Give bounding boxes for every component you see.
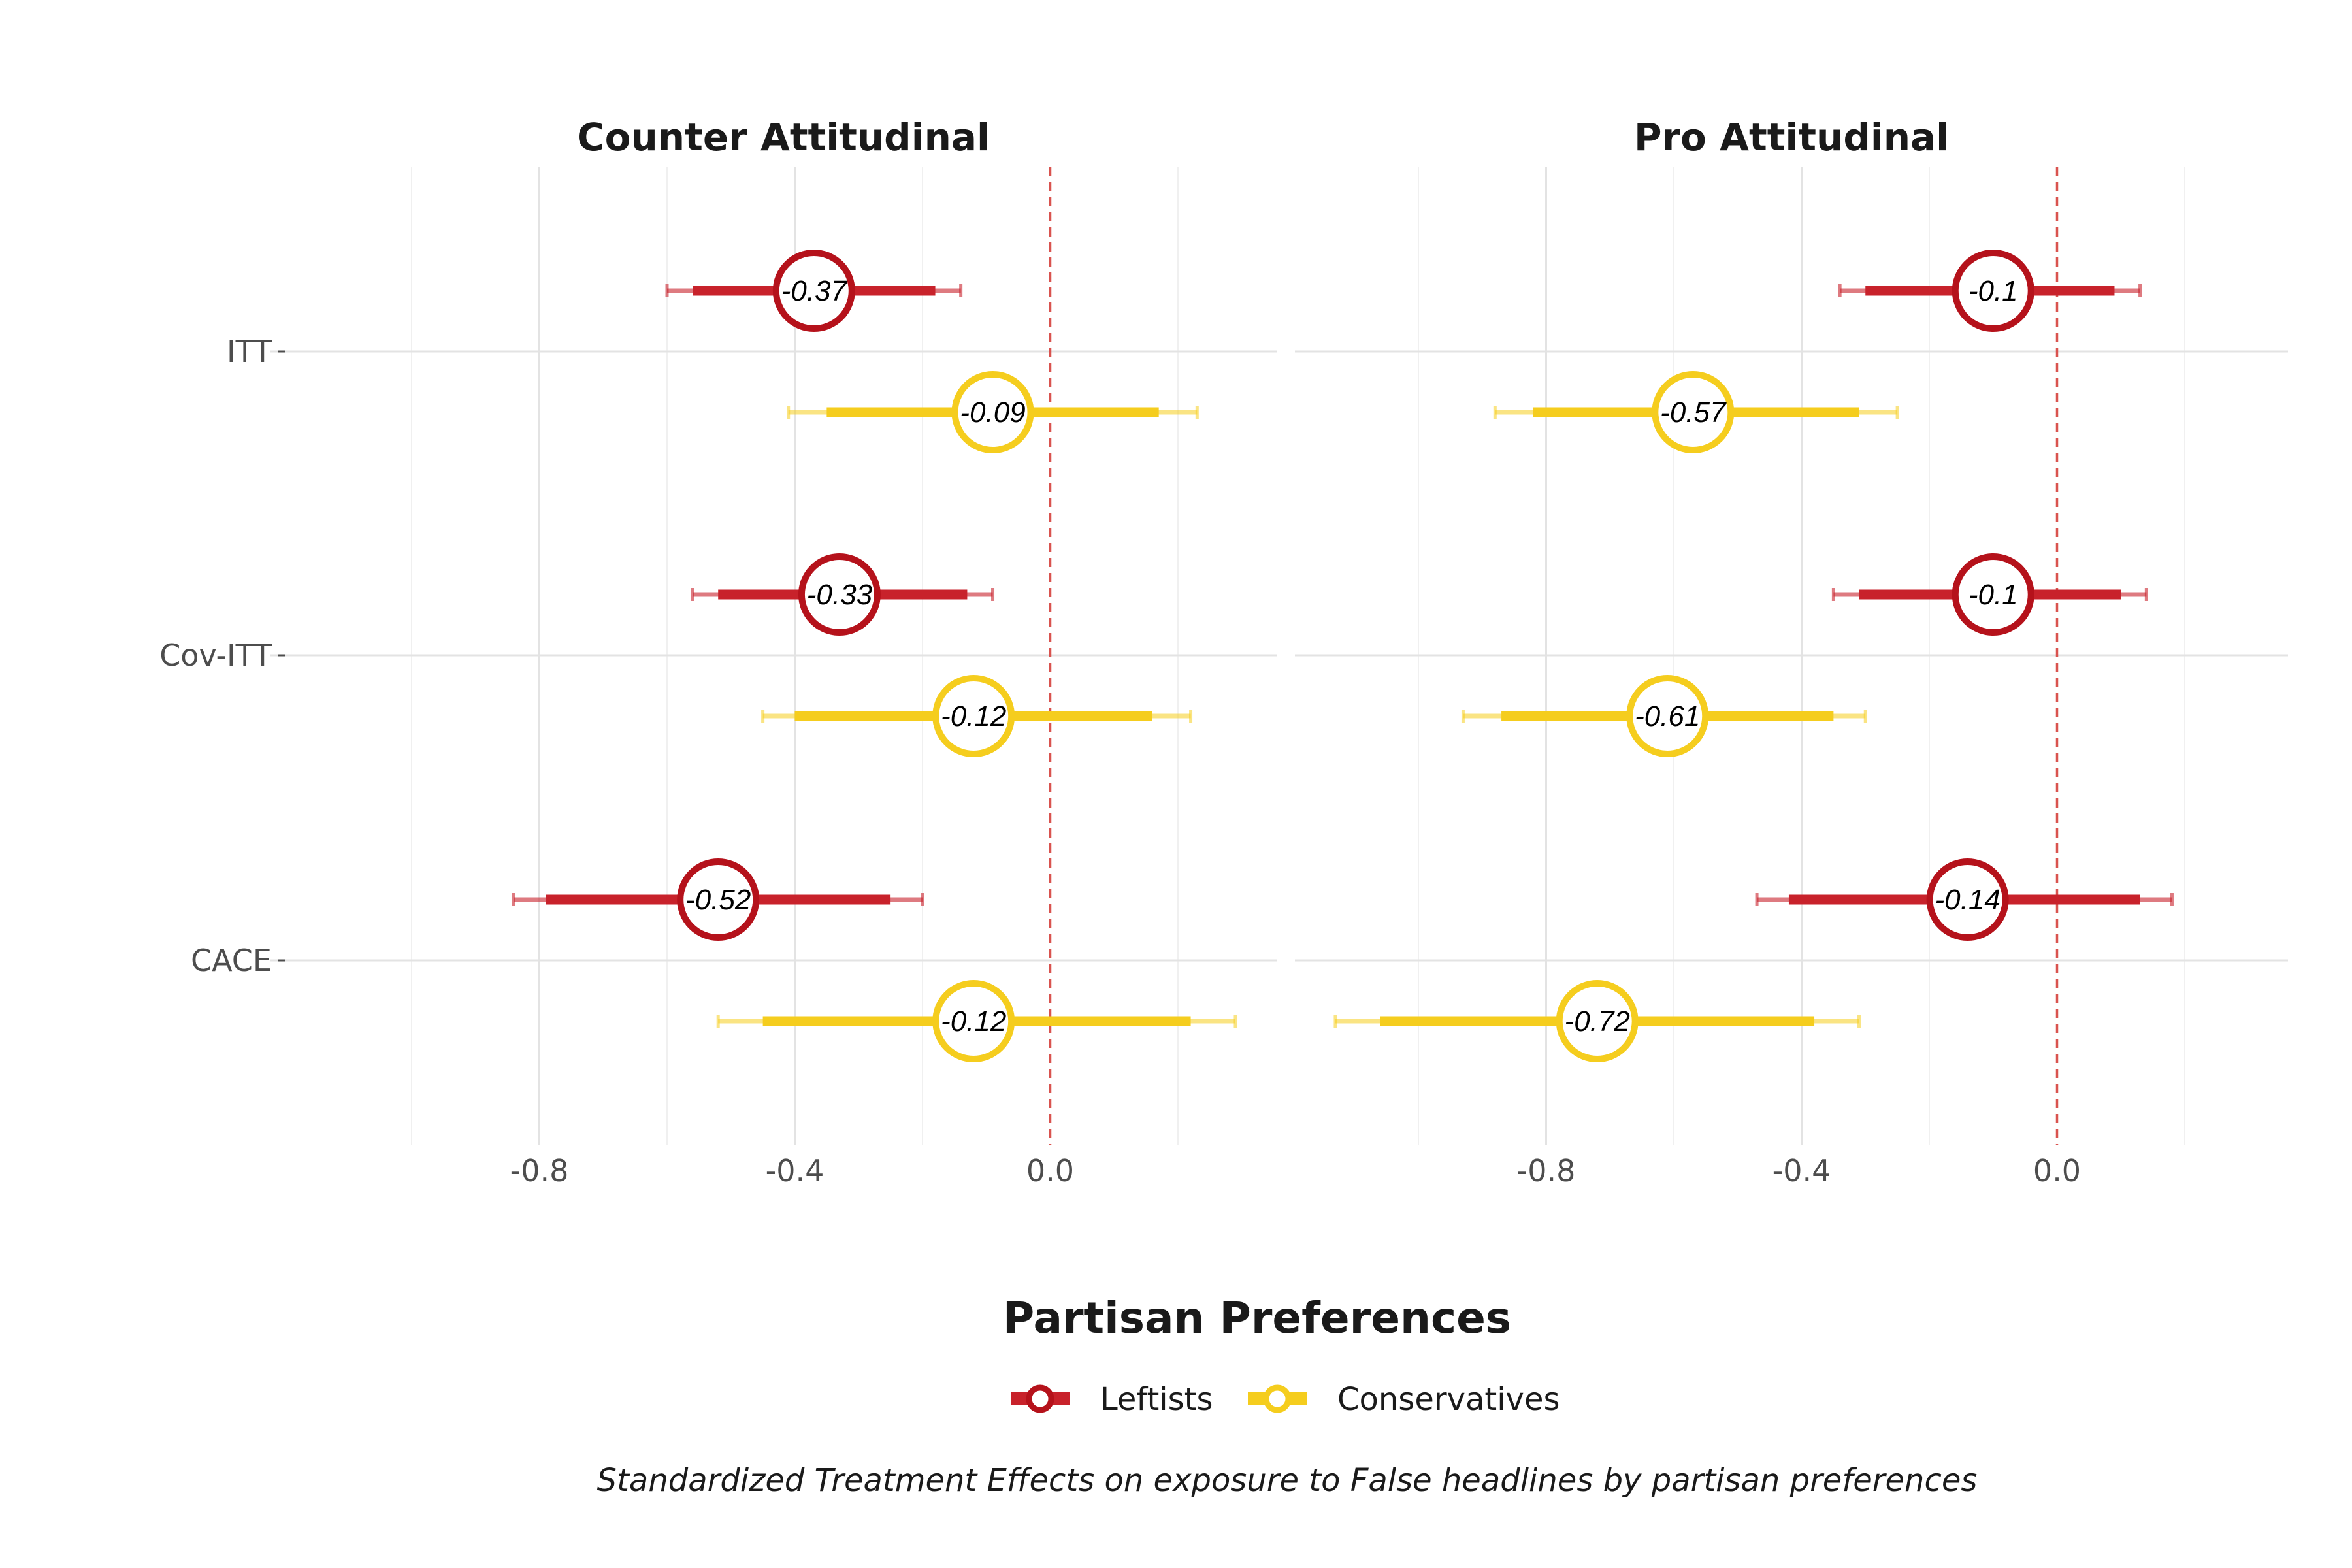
point-estimate-label: -0.33 bbox=[807, 579, 873, 611]
estimate-marker: -0.52 bbox=[512, 858, 924, 941]
estimate-marker: -0.14 bbox=[1755, 858, 2174, 941]
estimate-marker: -0.57 bbox=[1493, 371, 1899, 453]
panel-title-pro-attitudinal: Pro Attitudinal bbox=[1634, 115, 1949, 159]
point-estimate-circle bbox=[772, 250, 855, 332]
estimate-marker: -0.72 bbox=[1333, 980, 1861, 1062]
legend-items: Leftists Conservatives bbox=[1011, 1381, 1560, 1418]
x-tick-label: 0.0 bbox=[1026, 1153, 1074, 1188]
point-estimate-label: -0.52 bbox=[685, 884, 751, 916]
point-estimate-circle bbox=[1652, 371, 1735, 453]
legend-key-circle bbox=[1263, 1384, 1292, 1413]
estimate-marker: -0.09 bbox=[787, 371, 1199, 453]
point-estimate-circle bbox=[932, 675, 1015, 757]
point-estimate-circle bbox=[1556, 980, 1639, 1062]
x-tick-label: -0.8 bbox=[1517, 1153, 1576, 1188]
y-tick-label: ITT bbox=[227, 334, 272, 369]
chart-caption: Standardized Treatment Effects on exposu… bbox=[597, 1462, 1978, 1499]
estimate-marker: -0.33 bbox=[691, 553, 995, 636]
point-estimate-label: -0.14 bbox=[1935, 884, 2001, 916]
legend-title: Partisan Preferences bbox=[1003, 1293, 1511, 1343]
gridlines bbox=[1295, 167, 2288, 1145]
point-estimate-label: -0.57 bbox=[1660, 397, 1727, 429]
panel-title-counter-attitudinal: Counter Attitudinal bbox=[577, 115, 990, 159]
estimate-marker: -0.12 bbox=[716, 980, 1237, 1062]
x-tick-label: -0.4 bbox=[1772, 1153, 1831, 1188]
data-marks: -0.37 -0.33 -0.52 -0.09 -0.12 -0.12 bbox=[512, 250, 1237, 1062]
legend-item: Conservatives bbox=[1248, 1381, 1560, 1418]
gridlines bbox=[270, 167, 1277, 1145]
y-tick-label: CACE bbox=[191, 943, 272, 978]
x-axis-tick-labels: -0.8 -0.4 0.0 bbox=[1517, 1153, 2081, 1188]
point-estimate-circle bbox=[1626, 675, 1709, 757]
estimate-marker: -0.12 bbox=[761, 675, 1193, 757]
point-estimate-circle bbox=[932, 980, 1015, 1062]
point-estimate-label: -0.12 bbox=[941, 700, 1006, 732]
legend-label: Leftists bbox=[1100, 1381, 1213, 1418]
point-estimate-label: -0.1 bbox=[1968, 579, 2018, 611]
y-axis: ITT Cov-ITT CACE bbox=[159, 334, 285, 978]
point-estimate-circle bbox=[1926, 858, 2009, 941]
estimate-marker: -0.61 bbox=[1461, 675, 1867, 757]
x-tick-label: 0.0 bbox=[2033, 1153, 2081, 1188]
point-estimate-label: -0.61 bbox=[1635, 700, 1700, 732]
point-estimate-label: -0.72 bbox=[1565, 1005, 1630, 1037]
point-estimate-circle bbox=[677, 858, 760, 941]
legend-item: Leftists bbox=[1011, 1381, 1213, 1418]
point-estimate-label: -0.1 bbox=[1968, 275, 2018, 307]
x-axis-tick-labels: -0.8 -0.4 0.0 bbox=[510, 1153, 1074, 1188]
point-estimate-circle bbox=[1952, 250, 2034, 332]
point-estimate-circle bbox=[951, 371, 1034, 453]
legend-label: Conservatives bbox=[1337, 1381, 1560, 1418]
x-tick-label: -0.4 bbox=[766, 1153, 825, 1188]
y-tick-label: Cov-ITT bbox=[159, 638, 272, 673]
point-estimate-label: -0.09 bbox=[960, 397, 1025, 429]
estimate-marker: -0.37 bbox=[665, 250, 963, 332]
data-marks: -0.1 -0.1 -0.14 -0.57 -0.61 -0.72 bbox=[1333, 250, 2174, 1062]
panel-pro-attitudinal: Pro Attitudinal -0.1-0.1-0.14-0.57-0.61-… bbox=[1295, 115, 2288, 1188]
estimate-marker: -0.1 bbox=[1831, 553, 2148, 636]
point-estimate-circle bbox=[798, 553, 881, 636]
legend: Partisan Preferences Leftists Conservativ… bbox=[1003, 1293, 1560, 1418]
estimate-marker: -0.1 bbox=[1838, 250, 2142, 332]
point-estimate-label: -0.37 bbox=[781, 275, 848, 307]
legend-key-circle bbox=[1026, 1384, 1054, 1413]
point-estimate-label: -0.12 bbox=[941, 1005, 1006, 1037]
point-estimate-circle bbox=[1952, 553, 2034, 636]
panel-counter-attitudinal: Counter Attitudinal -0.37 -0.33 -0.52 -0.09… bbox=[270, 115, 1277, 1188]
x-tick-label: -0.8 bbox=[510, 1153, 569, 1188]
